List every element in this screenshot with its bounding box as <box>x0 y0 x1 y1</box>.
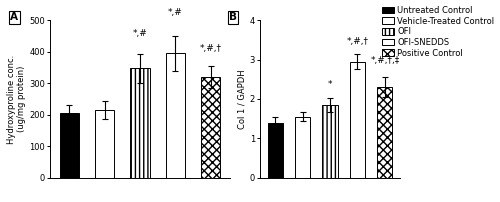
Bar <box>60 113 79 178</box>
Text: A: A <box>10 12 18 22</box>
Bar <box>322 105 338 178</box>
Y-axis label: Hydroxyproline conc.
(ug/mg protein): Hydroxyproline conc. (ug/mg protein) <box>7 54 26 144</box>
Text: *,#: *,# <box>132 29 148 38</box>
Bar <box>378 87 392 178</box>
Text: *,#,†: *,#,† <box>346 37 368 46</box>
Bar <box>350 62 365 178</box>
Bar <box>295 117 310 178</box>
Bar <box>95 110 114 178</box>
Bar <box>201 77 220 178</box>
Text: *,#: *,# <box>168 8 182 17</box>
Bar <box>268 123 282 178</box>
Text: *,#,†,‡: *,#,†,‡ <box>370 57 400 65</box>
Bar <box>130 68 150 178</box>
Text: *,#,†: *,#,† <box>200 44 222 53</box>
Text: B: B <box>229 12 237 22</box>
Y-axis label: Col 1 / GAPDH: Col 1 / GAPDH <box>238 69 247 129</box>
Bar <box>166 53 185 178</box>
Legend: Untreated Control, Vehicle-Treated Control, OFI, OFI-SNEDDS, Positive Control: Untreated Control, Vehicle-Treated Contr… <box>380 4 496 59</box>
Text: *: * <box>328 80 332 89</box>
